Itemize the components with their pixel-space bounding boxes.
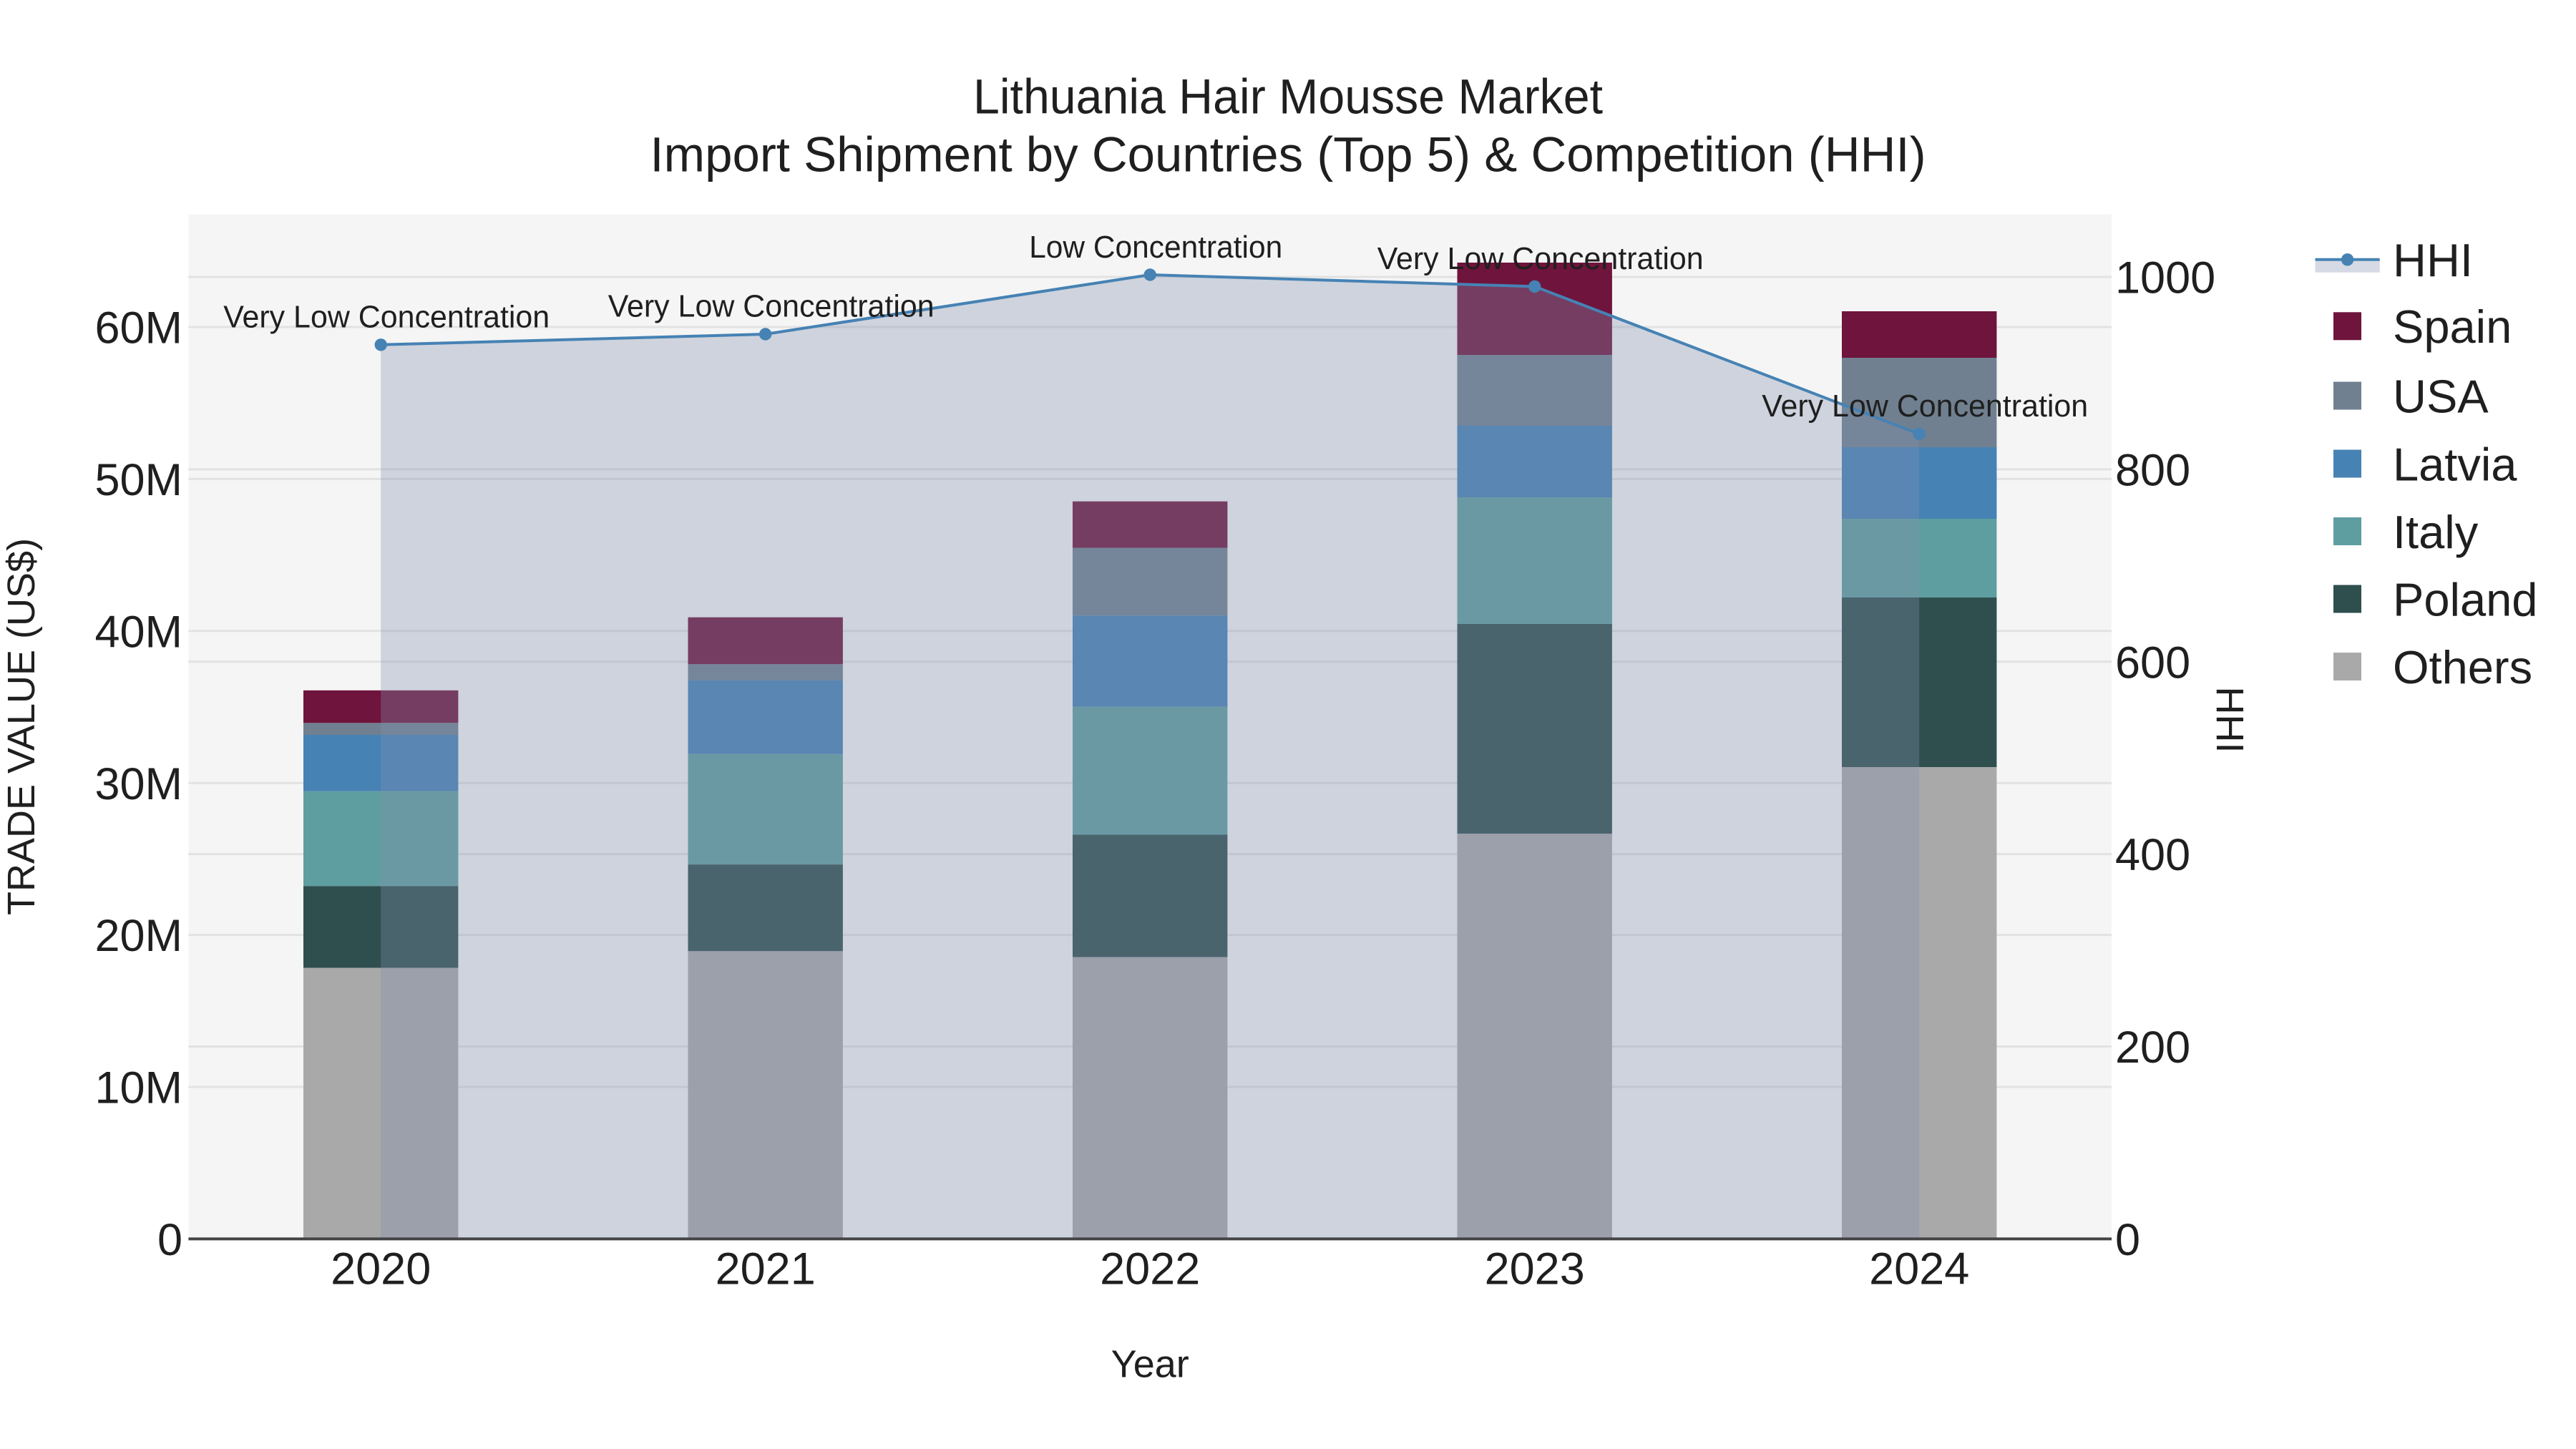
svg-text:Very Low Concentration: Very Low Concentration — [223, 300, 550, 335]
svg-text:Poland: Poland — [2393, 573, 2537, 625]
svg-text:Low Concentration: Low Concentration — [1029, 230, 1282, 265]
svg-text:10M: 10M — [94, 1063, 182, 1113]
svg-text:TRADE VALUE (US$): TRADE VALUE (US$) — [0, 538, 43, 915]
svg-text:Year: Year — [1111, 1342, 1189, 1385]
svg-text:1000: 1000 — [2115, 253, 2215, 303]
svg-text:Very Low Concentration: Very Low Concentration — [1762, 389, 2088, 424]
svg-text:2023: 2023 — [1485, 1244, 1585, 1294]
svg-text:800: 800 — [2115, 445, 2190, 495]
svg-text:Import Shipment by Countries (: Import Shipment by Countries (Top 5) & C… — [650, 127, 1926, 182]
svg-text:60M: 60M — [94, 303, 182, 353]
svg-text:20M: 20M — [94, 911, 182, 961]
svg-text:2020: 2020 — [331, 1244, 431, 1294]
svg-text:Very Low Concentration: Very Low Concentration — [1377, 241, 1704, 276]
svg-text:Others: Others — [2393, 641, 2532, 693]
svg-text:50M: 50M — [94, 455, 182, 505]
svg-text:Italy: Italy — [2393, 506, 2479, 558]
svg-text:600: 600 — [2115, 638, 2190, 688]
svg-text:2022: 2022 — [1100, 1244, 1200, 1294]
svg-text:HHI: HHI — [2393, 234, 2473, 286]
svg-text:0: 0 — [157, 1215, 182, 1265]
svg-text:200: 200 — [2115, 1023, 2190, 1073]
svg-text:Lithuania Hair Mousse Market: Lithuania Hair Mousse Market — [973, 69, 1603, 125]
svg-text:0: 0 — [2115, 1215, 2140, 1265]
svg-text:400: 400 — [2115, 830, 2190, 880]
svg-text:Latvia: Latvia — [2393, 438, 2517, 490]
svg-text:2024: 2024 — [1869, 1244, 1969, 1294]
svg-text:HHI: HHI — [2208, 687, 2251, 753]
svg-text:USA: USA — [2393, 370, 2489, 422]
svg-text:30M: 30M — [94, 759, 182, 809]
svg-text:40M: 40M — [94, 607, 182, 657]
svg-text:2021: 2021 — [716, 1244, 816, 1294]
svg-text:Spain: Spain — [2393, 301, 2512, 353]
svg-text:Very Low Concentration: Very Low Concentration — [608, 289, 935, 324]
